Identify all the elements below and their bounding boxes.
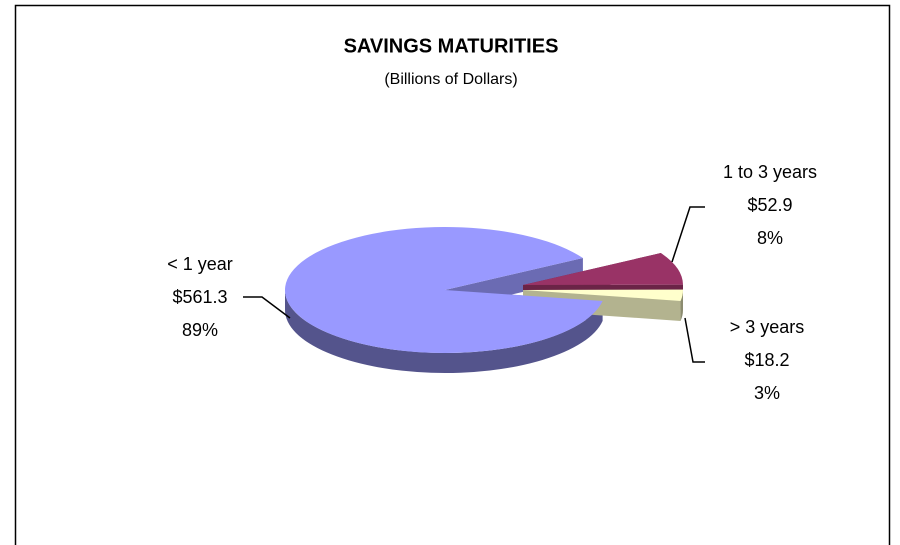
chart-title: SAVINGS MATURITIES (344, 35, 559, 57)
leader-line (671, 206, 705, 263)
slice-percent-label: 8% (757, 228, 783, 248)
pie-slice (523, 253, 683, 285)
leader-line (243, 296, 291, 319)
slice-category: > 3 years (730, 317, 805, 337)
pie-slice (523, 289, 683, 301)
slice-percent-label: 3% (754, 383, 780, 403)
slice-value-label: $52.9 (747, 195, 792, 215)
pie-labels: < 1 year $561.3 89% 1 to 3 years $52.9 8% > 3 … (167, 162, 817, 403)
pie-slice (285, 226, 603, 353)
slice-percent-label: 89% (182, 320, 218, 340)
slice-value-label: $18.2 (744, 350, 789, 370)
pie-side (285, 290, 603, 373)
leader-line (684, 317, 705, 363)
slice-category: 1 to 3 years (723, 162, 817, 182)
slice-category: < 1 year (167, 254, 233, 274)
pie-tops (285, 226, 683, 353)
chart-subtitle: (Billions of Dollars) (384, 71, 517, 88)
pie-cut-face (523, 290, 681, 321)
pie-side (680, 290, 683, 321)
slice-value-label: $561.3 (172, 287, 227, 307)
